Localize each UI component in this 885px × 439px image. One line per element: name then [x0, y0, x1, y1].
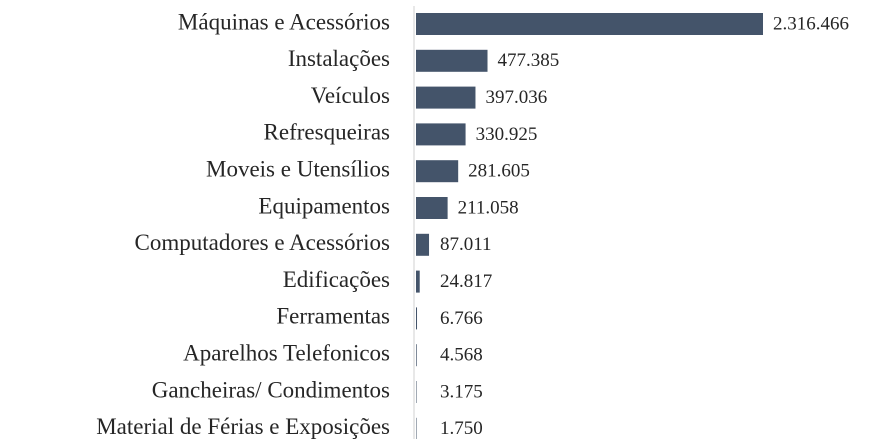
category-label: Veículos [311, 83, 390, 108]
bar [416, 233, 430, 256]
value-label: 281.605 [468, 161, 530, 182]
value-label: 330.925 [476, 124, 538, 145]
value-label: 2.316.466 [773, 13, 849, 34]
bar [416, 160, 459, 183]
category-label: Máquinas e Acessórios [178, 9, 390, 34]
value-label: 477.385 [498, 50, 560, 71]
bar [416, 417, 417, 439]
value-label: 3.175 [440, 381, 483, 402]
category-label: Refresqueiras [264, 120, 390, 145]
category-label: Computadores e Acessórios [134, 230, 390, 255]
bar [416, 13, 763, 35]
category-label: Material de Férias e Exposições [96, 414, 390, 439]
value-label: 1.750 [440, 418, 483, 439]
value-label: 6.766 [440, 308, 483, 329]
value-label: 4.568 [440, 345, 483, 366]
bar [416, 270, 420, 293]
bar [416, 123, 466, 146]
value-label: 397.036 [485, 87, 547, 108]
bar [416, 197, 448, 219]
category-label: Aparelhos Telefonicos [183, 340, 390, 365]
value-label: 24.817 [440, 271, 492, 292]
bar [416, 86, 476, 109]
category-label: Edificações [283, 267, 390, 292]
value-label: 211.058 [458, 197, 519, 218]
bar [416, 344, 417, 367]
bar [416, 307, 418, 330]
category-label: Instalações [288, 46, 390, 71]
value-label: 87.011 [440, 234, 492, 255]
bar [416, 49, 488, 72]
category-label: Ferramentas [276, 304, 390, 329]
category-label: Equipamentos [258, 193, 390, 218]
category-label: Moveis e Utensílios [206, 156, 390, 181]
category-label: Gancheiras/ Condimentos [152, 377, 390, 402]
bar [416, 381, 417, 403]
